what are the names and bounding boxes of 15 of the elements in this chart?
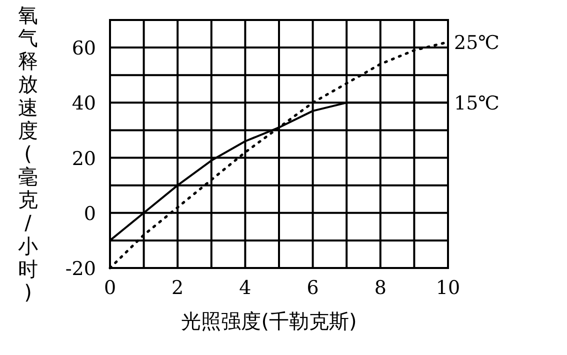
x-axis-title: 光照强度(千勒克斯) [181,309,357,333]
series-label: 15℃ [454,92,500,115]
x-tick-label: 0 [104,277,116,299]
x-tick-label: 6 [306,277,319,299]
y-tick-label: 0 [84,202,96,225]
x-tick-label: 8 [374,277,386,299]
y-tick-label: 20 [72,148,96,170]
x-tick-label: 10 [436,277,460,299]
y-tick-label: -20 [65,258,96,280]
series-label: 25℃ [454,32,500,54]
text: 氧气释放速度(毫克/小时) [18,3,38,304]
y-tick-label: 40 [72,92,96,115]
x-tick-label: 4 [239,277,252,299]
x-tick-label: 2 [172,277,184,299]
y-tick-label: 60 [72,38,96,60]
